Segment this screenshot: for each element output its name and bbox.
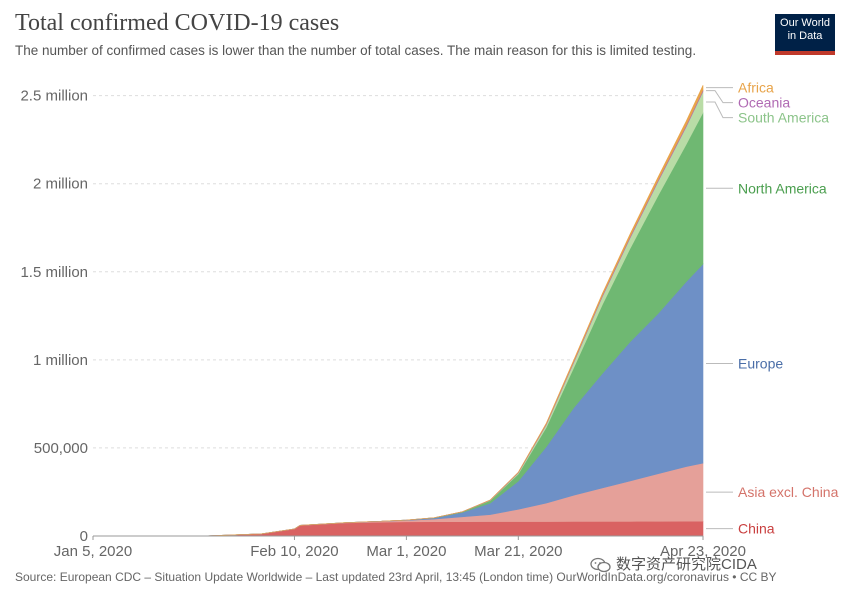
legend-leader-line [706, 90, 733, 104]
legend-label-oceania: Oceania [738, 95, 790, 111]
x-tick-label: Apr 23, 2020 [660, 543, 746, 560]
watermark: 数字资产研究院CIDA [590, 553, 757, 574]
logo-line-1: Our World [780, 17, 830, 29]
chart-title: Total confirmed COVID-19 cases [15, 10, 340, 36]
logo-line-2: in Data [787, 30, 823, 42]
legend-label-africa: Africa [738, 80, 774, 96]
y-tick-label: 2.5 million [20, 88, 88, 105]
legend-label-asia-excl-china: Asia excl. China [738, 484, 839, 500]
legend-label-north-america: North America [738, 180, 827, 196]
x-tick-label: Jan 5, 2020 [54, 543, 132, 560]
y-tick-label: 1 million [33, 352, 88, 369]
y-tick-label: 500,000 [34, 440, 88, 457]
area-china [93, 520, 704, 537]
y-tick-label: 1.5 million [20, 264, 88, 281]
x-tick-label: Mar 1, 2020 [366, 543, 446, 560]
source-note: Source: European CDC – Situation Update … [15, 570, 777, 584]
legend-leader-line [706, 101, 733, 119]
legend-label-europe: Europe [738, 356, 783, 372]
watermark-text: 数字资产研究院CIDA [616, 556, 757, 573]
x-tick-label: Mar 21, 2020 [474, 543, 562, 560]
legend-label-china: China [738, 521, 775, 537]
area-africa [93, 85, 704, 537]
y-tick-label: 0 [80, 528, 88, 545]
y-tick-label: 2 million [33, 176, 88, 193]
wechat-icon [590, 557, 611, 573]
chart-subtitle: The number of confirmed cases is lower t… [15, 43, 697, 58]
legend-label-south-america: South America [738, 110, 829, 126]
x-tick-label: Feb 10, 2020 [250, 543, 338, 560]
owid-logo[interactable]: Our World in Data [775, 14, 835, 55]
